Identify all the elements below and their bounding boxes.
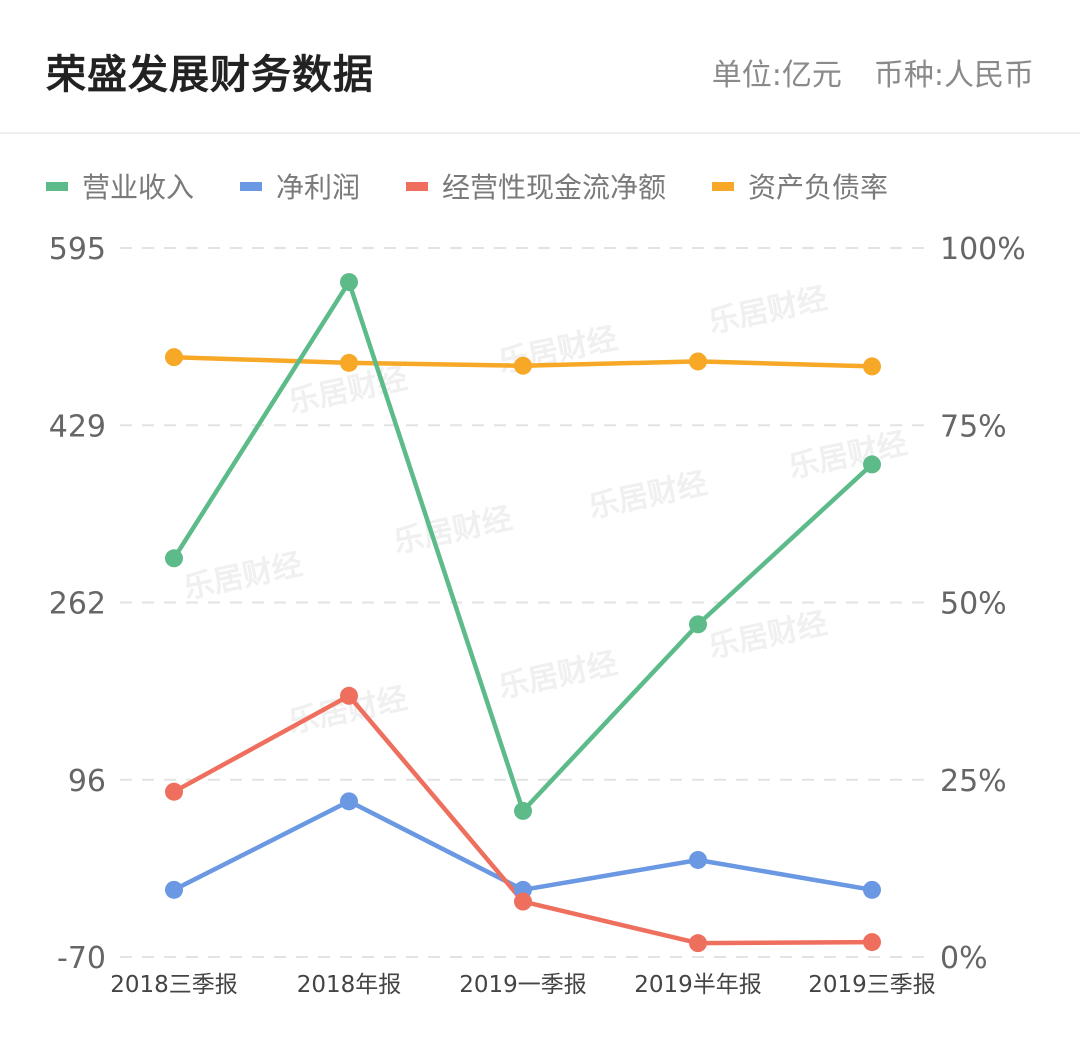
left-axis-tick: 96 [68, 764, 106, 799]
data-point-debt_ratio [165, 348, 183, 367]
left-axis-tick: 595 [49, 232, 106, 267]
data-point-revenue [514, 801, 532, 820]
legend-swatch-revenue [46, 181, 68, 191]
watermark-3: 乐居财经 [496, 321, 621, 380]
x-axis-tick: 2019一季报 [459, 972, 587, 998]
left-axis-tick: 429 [49, 409, 106, 444]
page-title: 荣盛发展财务数据 [46, 52, 374, 98]
watermark-5: 乐居财经 [586, 466, 711, 525]
watermark-4: 乐居财经 [706, 281, 831, 340]
legend-label-net-profit: 净利润 [276, 171, 361, 204]
watermark-6: 乐居财经 [786, 426, 911, 485]
legend-label-debt-ratio: 资产负债率 [748, 171, 889, 204]
data-point-net_profit [165, 880, 183, 899]
left-axis-tick: -70 [57, 941, 106, 976]
unit-label: 单位:亿元 [711, 58, 842, 93]
data-point-cash_flow [340, 686, 358, 705]
right-axis-tick: 25% [940, 764, 1007, 799]
legend-swatch-net-profit [240, 181, 263, 191]
chart-header: 荣盛发展财务数据 单位:亿元 币种:人民币 [0, 0, 1080, 134]
legend-item-debt-ratio[interactable]: 资产负债率 [712, 166, 888, 206]
data-point-cash_flow [165, 782, 183, 801]
x-axis-tick: 2018三季报 [110, 972, 238, 998]
watermark-9: 乐居财经 [706, 606, 831, 665]
data-point-debt_ratio [863, 357, 881, 376]
data-point-revenue [689, 615, 707, 634]
watermark-7: 乐居财经 [496, 646, 621, 705]
legend-label-cash-flow: 经营性现金流净额 [442, 171, 667, 204]
data-point-revenue [165, 549, 183, 568]
legend-item-revenue[interactable]: 营业收入 [46, 166, 194, 206]
data-point-revenue [863, 455, 881, 474]
right-axis-tick: 100% [940, 232, 1026, 267]
x-axis-tick: 2019三季报 [808, 972, 936, 998]
data-point-cash_flow [514, 892, 532, 911]
right-axis-tick: 50% [940, 587, 1007, 622]
watermark-0: 乐居财经 [181, 547, 306, 606]
data-point-revenue [340, 273, 358, 292]
left-axis-tick: 262 [49, 587, 106, 622]
watermark-1: 乐居财经 [391, 501, 516, 560]
data-point-debt_ratio [689, 352, 707, 371]
currency-label: 币种:人民币 [873, 58, 1034, 93]
legend-label-revenue: 营业收入 [82, 171, 195, 204]
legend-swatch-cash-flow [406, 181, 429, 191]
x-axis-tick: 2019半年报 [634, 972, 762, 998]
x-axis-tick: 2018年报 [297, 972, 402, 998]
right-axis-tick: 0% [940, 941, 988, 976]
data-point-net_profit [340, 792, 358, 811]
unit-info: 单位:亿元 币种:人民币 [712, 50, 1034, 94]
data-point-cash_flow [863, 933, 881, 952]
right-axis-tick: 75% [940, 409, 1007, 444]
data-point-net_profit [863, 880, 881, 899]
data-point-debt_ratio [514, 356, 532, 375]
legend-swatch-debt-ratio [712, 181, 735, 191]
data-point-cash_flow [689, 934, 707, 953]
legend-item-net-profit[interactable]: 净利润 [240, 166, 360, 206]
chart-legend: 营业收入 净利润 经营性现金流净额 资产负债率 [46, 166, 934, 206]
data-point-net_profit [689, 850, 707, 869]
data-point-debt_ratio [340, 353, 358, 372]
legend-item-cash-flow[interactable]: 经营性现金流净额 [406, 166, 666, 206]
